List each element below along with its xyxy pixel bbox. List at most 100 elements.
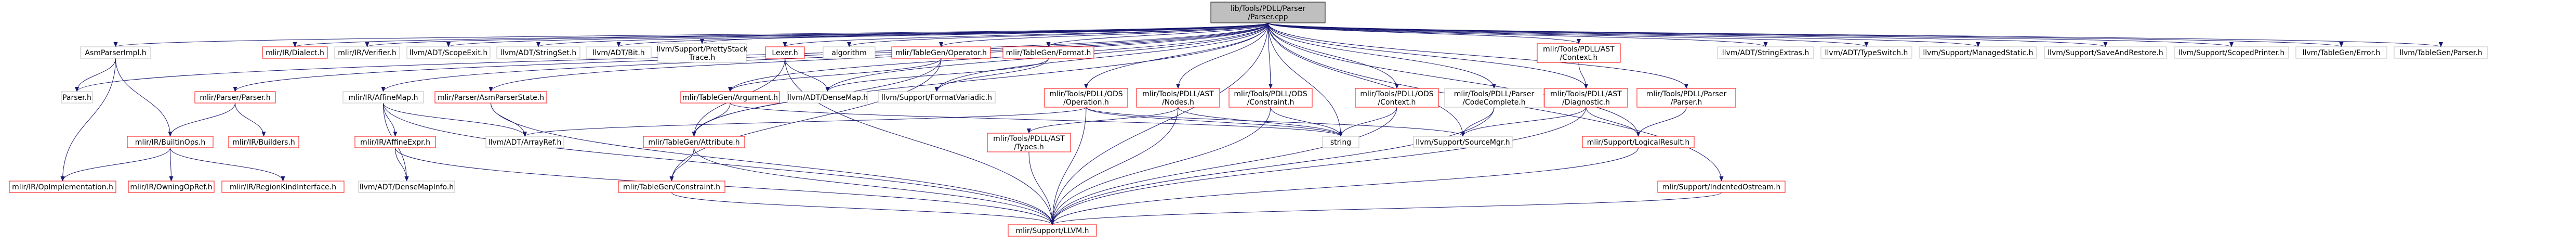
node-label: llvm/ADT/TypeSwitch.h bbox=[1825, 49, 1908, 57]
node-label: mlir/Tools/PDLL/ODS bbox=[1360, 90, 1433, 98]
node-mlir-tablegen-operator-h[interactable]: mlir/TableGen/Operator.h bbox=[891, 46, 991, 59]
edge-root-to-odsconstraint bbox=[1267, 22, 1273, 89]
node-algorithm[interactable]: algorithm bbox=[823, 46, 876, 59]
node-label: mlir/Tools/PDLL/AST bbox=[1543, 45, 1615, 54]
node-mlir-ir-dialect-h[interactable]: mlir/IR/Dialect.h bbox=[262, 46, 328, 59]
edge-odsoperation-to-sourcemgr bbox=[1086, 107, 1465, 137]
node-llvm-adt-stringset-h[interactable]: llvm/ADT/StringSet.h bbox=[496, 46, 580, 59]
node-mlir-support-llvm-h[interactable]: mlir/Support/LLVM.h bbox=[1008, 224, 1097, 237]
node-box bbox=[434, 91, 547, 104]
node-mlir-tools-pdll-ast-diagnostic-h[interactable]: mlir/Tools/PDLL/AST/Diagnostic.h bbox=[1544, 88, 1628, 108]
node-mlir-tablegen-argument-h[interactable]: mlir/TableGen/Argument.h bbox=[680, 91, 780, 104]
node-asmparserimpl-h[interactable]: AsmParserImpl.h bbox=[80, 46, 151, 59]
node-mlir-ir-regionkindinterface-h[interactable]: mlir/IR/RegionKindInterface.h bbox=[221, 181, 345, 193]
node-label: /Operation.h bbox=[1063, 98, 1109, 107]
edge-root-to-algorithm bbox=[847, 22, 1269, 47]
node-label: mlir/Parser/Parser.h bbox=[200, 94, 270, 102]
node-label: mlir/Tools/PDLL/ODS bbox=[1234, 90, 1307, 98]
node-label: mlir/Tools/PDLL/AST bbox=[993, 135, 1065, 143]
node-mlir-tools-pdll-ods-operation-h[interactable]: mlir/Tools/PDLL/ODS/Operation.h bbox=[1044, 88, 1128, 108]
node-box bbox=[354, 136, 436, 148]
node-lexer-h[interactable]: Lexer.h bbox=[765, 46, 805, 59]
node-llvm-support-formatvariadic-h[interactable]: llvm/Support/FormatVariadic.h bbox=[878, 91, 996, 104]
node-llvm-tablegen-parser-h[interactable]: llvm/TableGen/Parser.h bbox=[2394, 46, 2488, 59]
node-box bbox=[334, 46, 400, 59]
node-label: Lexer.h bbox=[772, 49, 798, 57]
edge-asttypes-to-llvmh bbox=[1028, 151, 1054, 225]
edge-tgoperator-to-tgargument bbox=[728, 58, 942, 92]
node-mlir-support-indentedostream-h[interactable]: mlir/Support/IndentedOstream.h bbox=[1657, 181, 1786, 193]
node-mlir-tools-pdll-ods-context-h[interactable]: mlir/Tools/PDLL/ODS/Context.h bbox=[1355, 88, 1439, 108]
node-mlir-ir-builders-h[interactable]: mlir/IR/Builders.h bbox=[228, 136, 299, 148]
node-llvm-adt-scopeexit-h[interactable]: llvm/ADT/ScopeExit.h bbox=[406, 46, 491, 59]
node-mlir-support-logicalresult-h[interactable]: mlir/Support/LogicalResult.h bbox=[1582, 136, 1695, 148]
edge-tgformat-to-densemap bbox=[825, 58, 1049, 92]
node-llvm-adt-typeswitch-h[interactable]: llvm/ADT/TypeSwitch.h bbox=[1820, 46, 1912, 59]
node-box bbox=[1008, 224, 1097, 237]
node-mlir-tools-pdll-ast-types-h[interactable]: mlir/Tools/PDLL/AST/Types.h bbox=[987, 133, 1071, 152]
node-llvm-support-sourcemgr-h[interactable]: llvm/Support/SourceMgr.h bbox=[1413, 136, 1513, 148]
edge-asmparserimpl-to-parserh bbox=[75, 58, 116, 92]
node-llvm-adt-stringextras-h[interactable]: llvm/ADT/StringExtras.h bbox=[1717, 46, 1814, 59]
node-box bbox=[823, 46, 876, 59]
node-parser-h[interactable]: Parser.h bbox=[61, 91, 93, 104]
node-label: mlir/IR/Builders.h bbox=[232, 138, 295, 147]
edge-root-to-asmparserimpl bbox=[114, 22, 1269, 47]
node-llvm-adt-bit-h[interactable]: llvm/ADT/Bit.h bbox=[586, 46, 652, 59]
node-label: mlir/IR/AffineMap.h bbox=[349, 94, 418, 102]
node-label: mlir/Tools/PDLL/ODS bbox=[1049, 90, 1122, 98]
node-label: mlir/Support/LLVM.h bbox=[1016, 227, 1089, 235]
node-llvm-adt-densemap-h[interactable]: llvm/ADT/DenseMap.h bbox=[787, 91, 868, 104]
node-mlir-tablegen-format-h[interactable]: mlir/TableGen/Format.h bbox=[1002, 46, 1094, 59]
node-box bbox=[787, 91, 868, 104]
node-mlir-tablegen-attribute-h[interactable]: mlir/TableGen/Attribute.h bbox=[643, 136, 745, 148]
edge-root-to-astcontext bbox=[1267, 22, 1581, 44]
node-label: /Context.h bbox=[1560, 54, 1598, 62]
node-mlir-ir-verifier-h[interactable]: mlir/IR/Verifier.h bbox=[334, 46, 400, 59]
node-box bbox=[1413, 136, 1513, 148]
node-mlir-tools-pdll-ods-constraint-h[interactable]: mlir/Tools/PDLL/ODS/Constraint.h bbox=[1228, 88, 1313, 108]
node-mlir-ir-builtinops-h[interactable]: mlir/IR/BuiltinOps.h bbox=[127, 136, 214, 148]
node-llvm-support-managedstatic-h[interactable]: llvm/Support/ManagedStatic.h bbox=[1919, 46, 2037, 59]
node-box bbox=[221, 181, 345, 193]
node-label: mlir/IR/RegionKindInterface.h bbox=[230, 183, 336, 191]
edge-root-to-typeswitch bbox=[1267, 22, 1869, 47]
node-mlir-ir-affineexpr-h[interactable]: mlir/IR/AffineExpr.h bbox=[354, 136, 436, 148]
edge-astnodes-to-llvmh bbox=[1050, 107, 1179, 225]
node-box bbox=[262, 46, 328, 59]
node-box bbox=[2174, 46, 2289, 59]
node-mlir-tools-pdll-parser-codecomplete-h[interactable]: mlir/Tools/PDLL/Parser/CodeComplete.h bbox=[1444, 88, 1544, 108]
node-box bbox=[680, 91, 780, 104]
node-mlir-tools-pdll-ast-context-h[interactable]: mlir/Tools/PDLL/AST/Context.h bbox=[1537, 43, 1621, 63]
node-llvm-support-scopedprinter-h[interactable]: llvm/Support/ScopedPrinter.h bbox=[2174, 46, 2289, 59]
node-label: mlir/IR/OwningOpRef.h bbox=[130, 183, 212, 191]
edge-root-to-scopedprinter bbox=[1267, 22, 2234, 47]
edge-astdiagnostic-to-llvmh bbox=[1050, 107, 1587, 225]
node-mlir-tools-pdll-parser-parser-h[interactable]: mlir/Tools/PDLL/Parser/Parser.h bbox=[1636, 88, 1736, 108]
node-llvm-tablegen-error-h[interactable]: llvm/TableGen/Error.h bbox=[2295, 46, 2387, 59]
node-mlir-tablegen-constraint-h[interactable]: mlir/TableGen/Constraint.h bbox=[618, 181, 725, 193]
node-mlir-parser-parser-h[interactable]: mlir/Parser/Parser.h bbox=[194, 91, 276, 104]
node-label: /Parser.cpp bbox=[1248, 13, 1288, 21]
node-llvm-adt-arrayref-h[interactable]: llvm/ADT/ArrayRef.h bbox=[485, 136, 564, 148]
node-mlir-parser-asmparserstate-h[interactable]: mlir/Parser/AsmParserState.h bbox=[434, 91, 547, 104]
edge-root-to-saverestore bbox=[1267, 22, 2107, 47]
node-string[interactable]: string bbox=[1322, 136, 1359, 148]
node-mlir-ir-owningopref-h[interactable]: mlir/IR/OwningOpRef.h bbox=[128, 181, 215, 193]
node-label: mlir/Tools/PDLL/AST bbox=[1550, 90, 1622, 98]
node-llvm-support-saveandrestore-h[interactable]: llvm/Support/SaveAndRestore.h bbox=[2044, 46, 2167, 59]
node-mlir-tools-pdll-ast-nodes-h[interactable]: mlir/Tools/PDLL/AST/Nodes.h bbox=[1136, 88, 1220, 108]
edge-root-to-managedstatic bbox=[1267, 22, 1980, 47]
node-box bbox=[1657, 181, 1786, 193]
node-box bbox=[9, 181, 116, 193]
node-box bbox=[878, 91, 996, 104]
node-mlir-ir-affinemap-h[interactable]: mlir/IR/AffineMap.h bbox=[342, 91, 424, 104]
edge-codecomplete-to-llvmh bbox=[1050, 107, 1495, 225]
node-mlir-ir-opimplementation-h[interactable]: mlir/IR/OpImplementation.h bbox=[9, 181, 116, 193]
edge-root-to-llvmh bbox=[1050, 22, 1269, 225]
edge-root-to-astnodes bbox=[1176, 22, 1269, 89]
node-llvm-adt-densemapinfo-h[interactable]: llvm/ADT/DenseMapInfo.h bbox=[358, 181, 455, 193]
node-label: mlir/TableGen/Argument.h bbox=[682, 94, 778, 102]
edge-root-to-string bbox=[1267, 22, 1343, 137]
